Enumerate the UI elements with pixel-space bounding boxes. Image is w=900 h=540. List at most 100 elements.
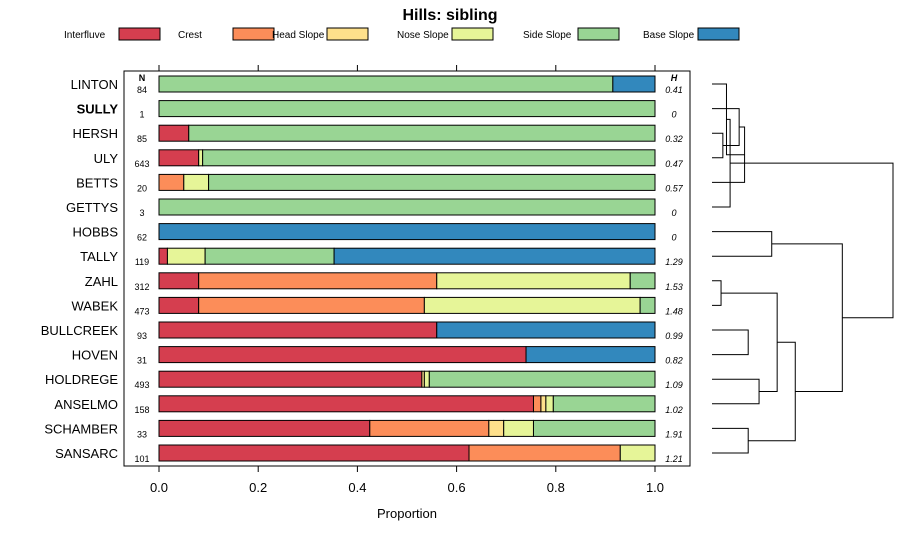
bar-segment [158, 75, 614, 93]
bar-segment [158, 444, 470, 462]
row-n-value: 101 [134, 454, 149, 464]
bar-segment [436, 321, 656, 339]
dendrogram [712, 83, 894, 454]
bar-segment [158, 100, 656, 118]
legend-swatch [697, 27, 740, 41]
bar-segment [612, 75, 656, 93]
bar-segment [488, 419, 505, 437]
row-n-value: 85 [137, 134, 147, 144]
bar-segment [532, 395, 542, 413]
dendrogram-branch [712, 280, 722, 306]
h-column-header: H [671, 73, 678, 83]
legend-label: Base Slope [643, 30, 695, 41]
bar-segment [525, 346, 656, 364]
row-n-value: 20 [137, 183, 147, 193]
bar-segment [545, 395, 554, 413]
bar-row: SCHAMBER 33 1.91 [44, 419, 683, 439]
row-h-value: 0 [671, 110, 676, 120]
row-label: SCHAMBER [44, 421, 118, 436]
row-n-value: 643 [134, 159, 149, 169]
row-label: BETTS [76, 175, 118, 190]
bar-segment [204, 247, 335, 265]
bar-segment [428, 370, 656, 388]
row-h-value: 1.21 [665, 454, 683, 464]
row-n-value: 473 [134, 306, 149, 316]
x-tick-label: 0.2 [249, 480, 267, 495]
bar-segment [158, 419, 371, 437]
bar-segment [158, 173, 185, 191]
dendrogram-branch [712, 118, 731, 208]
legend-swatch [118, 27, 161, 41]
dendrogram-branch [712, 329, 749, 356]
dendrogram-branch [712, 427, 749, 454]
bar-row: GETTYS 3 0 [66, 198, 677, 218]
row-h-value: 0.41 [665, 85, 683, 95]
row-h-value: 1.02 [665, 405, 683, 415]
bar-row: TALLY 119 1.29 [80, 247, 683, 267]
legend: Interfluve Crest Head Slope Nose Slope Side … [64, 27, 740, 41]
row-label: LINTON [71, 77, 118, 92]
row-label: ANSELMO [54, 397, 118, 412]
bar-row: HOBBS 62 0 [72, 223, 677, 243]
row-h-value: 0 [671, 233, 676, 243]
bar-row: ULY 643 0.47 [94, 149, 684, 169]
x-tick-label: 0.6 [448, 480, 466, 495]
row-n-value: 119 [135, 257, 149, 267]
bar-segment [369, 419, 490, 437]
bar-segment [540, 395, 547, 413]
row-n-value: 493 [134, 380, 149, 390]
chart-title: Hills: sibling [402, 7, 497, 24]
bar-segment [468, 444, 621, 462]
row-h-value: 1.09 [665, 380, 683, 390]
bar-segment [158, 198, 656, 216]
bar-row: SANSARC 101 1.21 [55, 444, 683, 464]
x-tick-label: 0.4 [348, 480, 366, 495]
x-tick-label: 1.0 [646, 480, 664, 495]
x-tick-label: 0.8 [547, 480, 565, 495]
row-h-value: 1.29 [665, 257, 683, 267]
bar-segment [503, 419, 534, 437]
x-axis: 0.0 0.2 0.4 0.6 0.8 1.0 [150, 65, 664, 495]
row-label: TALLY [80, 249, 118, 264]
row-n-value: 312 [134, 282, 149, 292]
bar-segment [166, 247, 206, 265]
row-label: SANSARC [55, 446, 118, 461]
bar-segment [423, 370, 430, 388]
row-h-value: 1.53 [665, 282, 683, 292]
bar-segment [198, 296, 425, 314]
bar-row: ANSELMO 158 1.02 [54, 395, 683, 415]
bar-segment [158, 149, 200, 167]
row-label: WABEK [72, 298, 119, 313]
dendrogram-branch [730, 162, 894, 319]
row-h-value: 0.99 [665, 331, 683, 341]
row-h-value: 0.82 [665, 356, 683, 366]
row-h-value: 0 [671, 208, 676, 218]
row-n-value: 62 [137, 233, 147, 243]
plot-frame [123, 70, 691, 467]
n-column-header: N [139, 73, 146, 83]
x-axis-label: Proportion [377, 506, 437, 521]
bar-segment [158, 272, 200, 290]
row-n-value: 84 [137, 85, 147, 95]
bar-row: BULLCREEK 93 0.99 [41, 321, 683, 341]
bar-segment [639, 296, 656, 314]
bar-rows: LINTON 84 0.41 SULLY 1 0 HERSH 85 0.32 ULY 643 0.47… [41, 75, 684, 464]
bar-segment [158, 124, 190, 142]
bar-row: SULLY 1 0 [77, 100, 677, 120]
bar-segment [532, 419, 656, 437]
bar-row: HERSH 85 0.32 [72, 124, 683, 144]
bar-row: ZAHL 312 1.53 [85, 272, 683, 292]
row-h-value: 0.32 [665, 134, 683, 144]
bar-segment [198, 149, 204, 167]
row-n-value: 33 [137, 429, 147, 439]
legend-label: Head Slope [272, 30, 325, 41]
row-h-value: 1.48 [665, 306, 683, 316]
dendrogram-branch [771, 243, 843, 392]
row-n-value: 158 [134, 405, 149, 415]
legend-label: Side Slope [523, 30, 572, 41]
bar-row: WABEK 473 1.48 [72, 296, 683, 316]
legend-swatch [451, 27, 494, 41]
bar-segment [619, 444, 656, 462]
bar-row: HOVEN 31 0.82 [72, 346, 683, 366]
